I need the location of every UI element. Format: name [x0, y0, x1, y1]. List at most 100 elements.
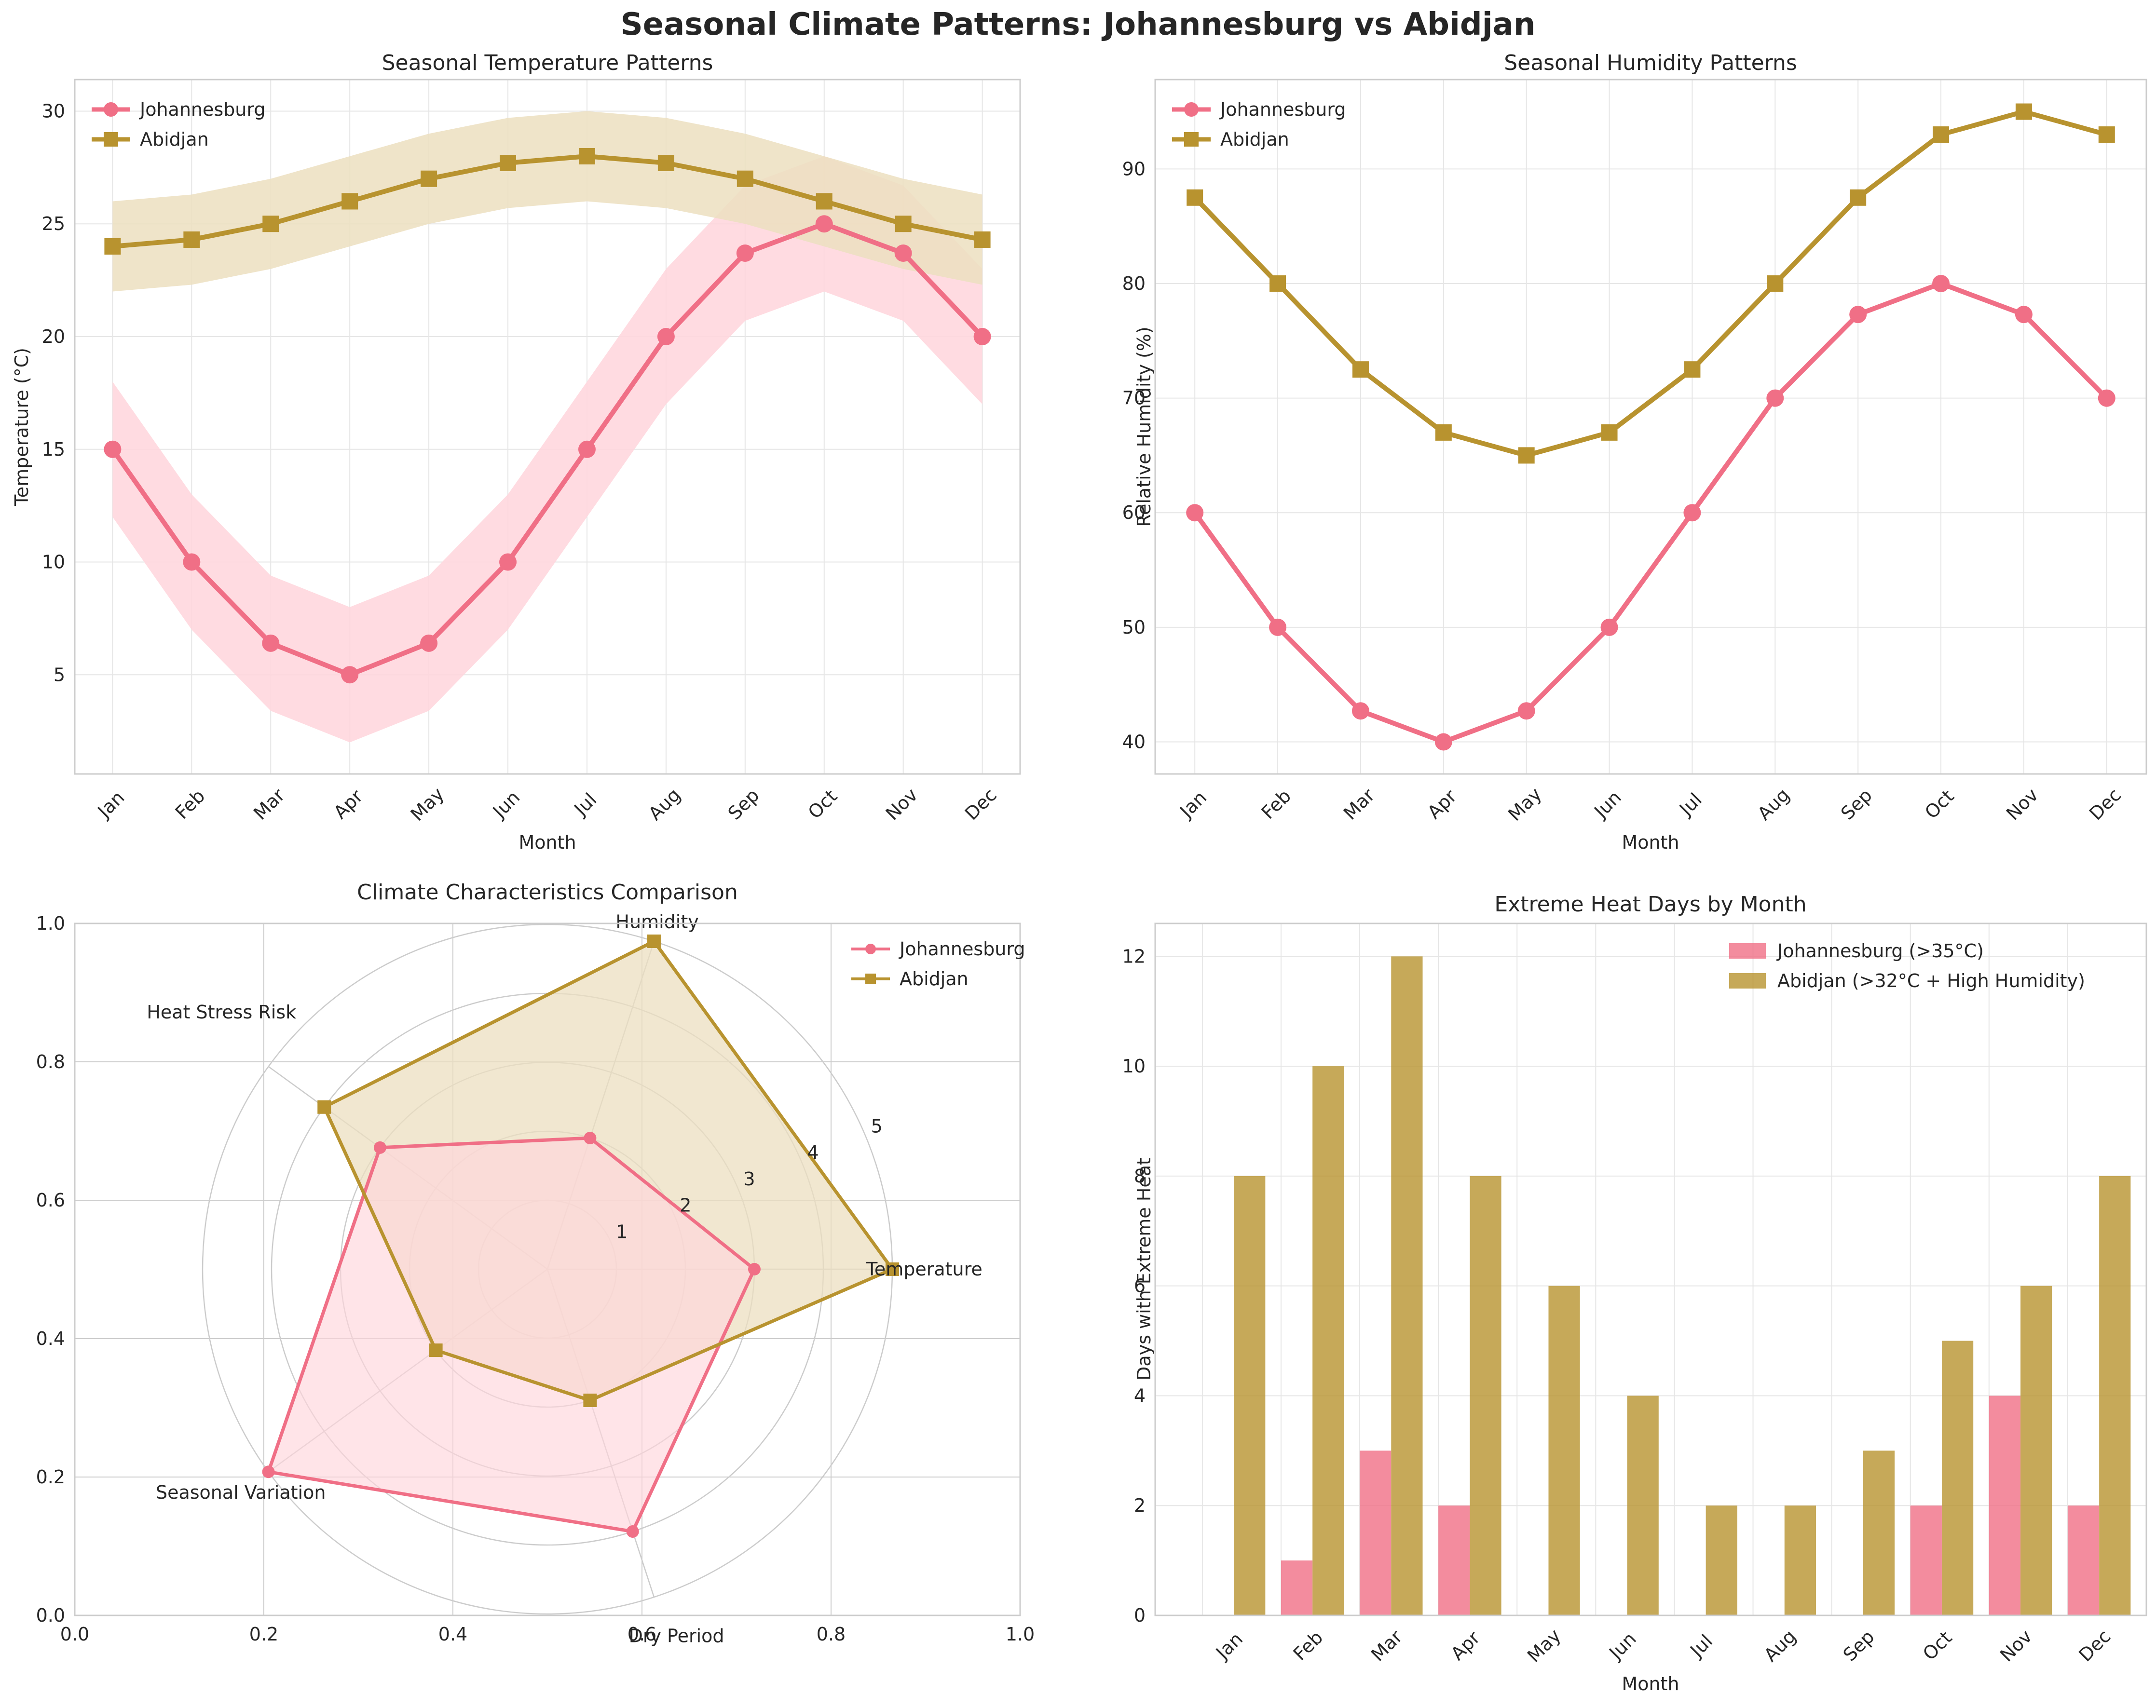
humidity-y-axis-label: Relative Humidity (%)	[1133, 326, 1155, 527]
legend-marker	[1184, 102, 1199, 117]
radar-category-label: Temperature	[866, 1259, 982, 1280]
data-point	[657, 327, 675, 345]
data-point	[737, 170, 753, 187]
frame-x-tick-label: 1.0	[1006, 1624, 1035, 1645]
temperature-bands	[112, 111, 982, 743]
data-point	[262, 634, 280, 652]
y-tick-label: 25	[42, 213, 65, 234]
y-tick-label: 80	[1122, 273, 1146, 294]
radar-point	[583, 1394, 597, 1408]
bar-abidjan	[2020, 1286, 2052, 1615]
data-point	[578, 148, 595, 164]
frame-y-tick-label: 0.2	[36, 1466, 65, 1488]
bar-abidjan	[1706, 1505, 1737, 1615]
data-point	[1684, 361, 1701, 378]
data-point	[341, 666, 359, 684]
legend-label: Johannesburg	[139, 99, 265, 120]
data-point	[1351, 702, 1369, 720]
temperature-plot-frame	[74, 79, 1021, 775]
radar-category-label: Heat Stress Risk	[147, 1002, 296, 1023]
bar-abidjan	[1391, 956, 1423, 1615]
data-point	[894, 244, 912, 262]
radar-category-label: Humidity	[615, 911, 698, 933]
radial-tick-label: 1	[616, 1221, 628, 1242]
radar-category-label: Dry Period	[629, 1625, 724, 1646]
heat-days-bars	[1234, 956, 2131, 1615]
humidity-lines	[1186, 103, 2115, 751]
radar-point	[626, 1525, 639, 1538]
radar-point	[317, 1100, 331, 1114]
y-tick-label: 30	[42, 100, 65, 122]
legend-label: Abidjan	[140, 129, 209, 150]
bar-abidjan	[1627, 1396, 1659, 1615]
data-point	[1269, 275, 1286, 292]
heat-days-y-ticks: 0 2 4 6 8 10 12	[1122, 946, 1146, 1626]
data-point	[1186, 504, 1204, 522]
bar-abidjan	[1234, 1176, 1266, 1615]
radar-point	[584, 1131, 597, 1144]
y-tick-label: 6	[1134, 1275, 1146, 1297]
data-point	[657, 154, 674, 171]
radar-point	[429, 1343, 443, 1357]
bar-abidjan	[1863, 1450, 1895, 1615]
radar-radial-ticks: 1 2 3 4 5	[616, 1115, 883, 1242]
data-point	[2098, 126, 2115, 143]
radar-point	[262, 1465, 275, 1478]
data-point	[1187, 189, 1203, 206]
data-point	[2015, 306, 2033, 324]
data-point	[1518, 447, 1535, 464]
data-point	[816, 193, 832, 210]
data-point	[1517, 702, 1535, 720]
data-point	[183, 231, 200, 248]
legend-marker	[865, 944, 876, 954]
y-tick-label: 12	[1122, 946, 1146, 967]
legend-swatch	[1729, 973, 1766, 989]
data-point	[1434, 733, 1452, 751]
radar-outline-abidjan	[322, 939, 894, 1402]
humidity-y-ticks: 40 50 60 70 80 90	[1122, 158, 1146, 752]
series-line-johannesburg	[1193, 281, 2109, 745]
data-point	[1767, 275, 1784, 292]
data-point	[1932, 274, 1950, 292]
humidity-chart-title: Seasonal Humidity Patterns	[1504, 51, 1797, 75]
radar-category-label: Seasonal Variation	[156, 1482, 326, 1503]
y-tick-label: 20	[42, 326, 65, 347]
bar-johannesburg	[1910, 1505, 1942, 1615]
frame-y-tick-label: 0.0	[36, 1605, 65, 1626]
data-point	[1352, 361, 1369, 378]
data-point	[578, 440, 596, 458]
temperature-chart-title: Seasonal Temperature Patterns	[382, 51, 713, 75]
y-tick-label: 10	[42, 552, 65, 573]
data-point	[1849, 306, 1867, 324]
heat-days-y-axis-label: Days with Extreme Heat	[1133, 1158, 1155, 1381]
radar-frame-border	[74, 922, 1021, 1616]
radar-category-labels: Temperature Humidity Heat Stress Risk Seaso…	[147, 911, 982, 1647]
data-point	[183, 553, 201, 571]
y-tick-label: 8	[1134, 1166, 1146, 1187]
frame-x-tick-label: 0.6	[628, 1624, 656, 1645]
data-point	[973, 327, 991, 345]
legend-label: Abidjan	[1220, 129, 1289, 150]
humidity-plot-frame	[1154, 79, 2147, 775]
y-tick-label: 60	[1122, 502, 1146, 523]
bar-abidjan	[1941, 1341, 1974, 1615]
temperature-y-axis-label: Temperature (°C)	[11, 348, 32, 506]
radial-tick-label: 4	[807, 1142, 819, 1163]
heat-days-plot-frame	[1154, 922, 2147, 1616]
humidity-plot-area	[1155, 80, 2146, 774]
bar-abidjan	[2099, 1176, 2131, 1615]
bar-johannesburg	[1438, 1505, 1470, 1615]
frame-y-tick-label: 1.0	[36, 913, 65, 934]
heat-days-x-axis-label: Month	[1622, 1673, 1679, 1694]
range-band-johannesburg	[112, 156, 982, 743]
y-tick-label: 2	[1134, 1495, 1146, 1516]
data-point	[1601, 424, 1618, 441]
data-point	[341, 193, 358, 210]
legend-marker	[865, 974, 876, 984]
frame-x-tick-label: 0.4	[438, 1624, 467, 1645]
y-tick-label: 15	[42, 439, 65, 460]
radial-tick-label: 3	[743, 1168, 755, 1190]
heat-days-legend: Johannesburg (>35°C) Abidjan (>32°C + Hig…	[1729, 940, 2085, 991]
